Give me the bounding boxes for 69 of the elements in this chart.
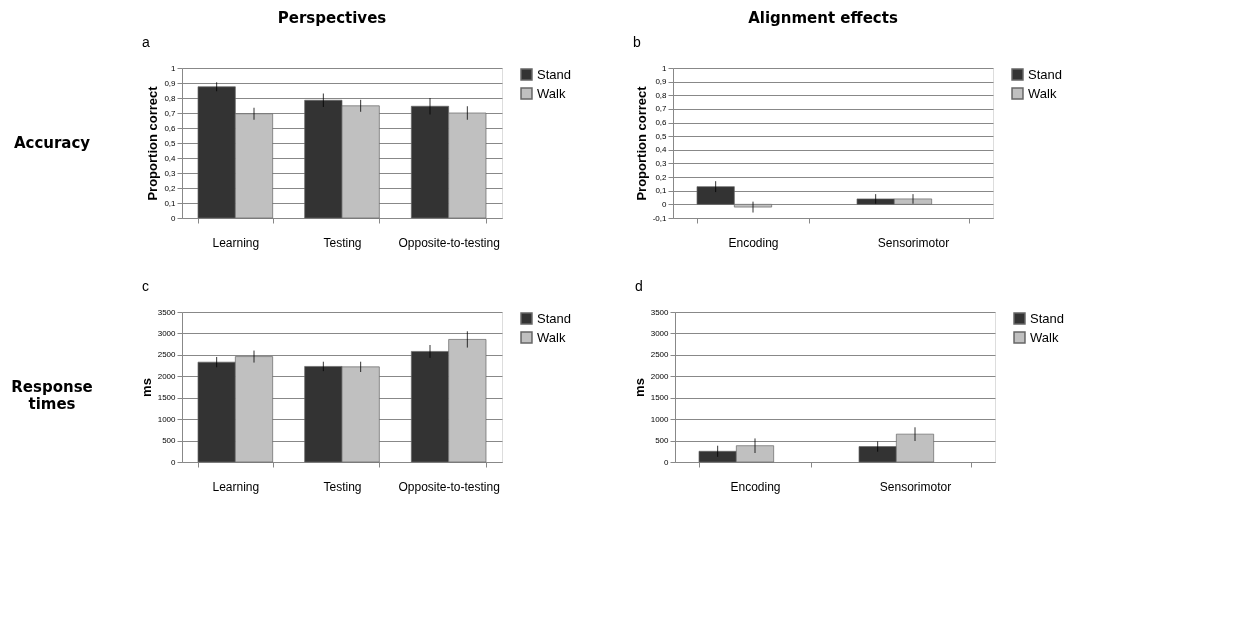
x-tick-label: Sensorimotor: [879, 479, 952, 494]
chart-title: c: [142, 278, 149, 294]
y-tick-label: 0,6: [655, 118, 668, 128]
legend-label: Stand: [1028, 66, 1062, 82]
text: Accuracy: [13, 134, 91, 152]
y-tick-label: 0: [171, 457, 177, 467]
x-tick-label: Sensorimotor: [877, 235, 950, 250]
legend-label: Walk: [537, 329, 566, 345]
y-tick-label: 0,3: [655, 158, 668, 168]
text: Alignment effects: [748, 9, 898, 27]
y-tick-label: 0,3: [164, 168, 177, 178]
y-tick-label: 2500: [650, 350, 670, 360]
y-axis-title: Proportion correct: [633, 85, 649, 201]
y-tick-label: 0: [664, 457, 670, 467]
y-tick-label: 1000: [650, 414, 670, 424]
y-tick-label: 2500: [157, 350, 177, 360]
y-tick-label: 0,5: [164, 138, 177, 148]
y-axis-title: Proportion correct: [145, 85, 161, 201]
y-tick-label: 3000: [157, 328, 177, 338]
y-axis-title: ms: [631, 378, 647, 397]
y-tick-label: 0,9: [655, 77, 668, 87]
y-tick-label: 0,9: [164, 78, 177, 88]
y-tick-label: 0,5: [655, 131, 668, 141]
y-tick-label: -0,1: [652, 213, 668, 223]
x-tick-label: Encoding: [728, 235, 779, 250]
x-tick-label: Opposite-to-testing: [398, 235, 500, 250]
y-tick-label: 0,2: [164, 183, 177, 193]
x-tick-label: Learning: [212, 235, 260, 250]
y-tick-label: 3500: [650, 307, 670, 317]
y-tick-label: 0,7: [655, 104, 668, 114]
legend-label: Stand: [537, 310, 571, 326]
y-tick-label: 500: [655, 436, 670, 446]
text: Perspectives: [277, 9, 387, 27]
chart-title: d: [635, 278, 643, 294]
y-tick-label: 0: [662, 199, 668, 209]
y-tick-label: 0,4: [655, 145, 668, 155]
y-tick-label: 2000: [650, 371, 670, 381]
x-tick-label: Opposite-to-testing: [398, 479, 500, 494]
y-tick-label: 0,1: [164, 198, 177, 208]
y-tick-label: 0: [171, 213, 177, 223]
y-tick-label: 0,2: [655, 172, 668, 182]
y-tick-label: 0,4: [164, 153, 177, 163]
legend-label: Walk: [537, 85, 566, 101]
y-tick-label: 1500: [157, 393, 177, 403]
y-tick-label: 0,6: [164, 123, 177, 133]
y-tick-label: 1: [171, 63, 177, 73]
y-tick-label: 0,7: [164, 108, 177, 118]
legend-label: Stand: [1030, 310, 1064, 326]
y-tick-label: 0,8: [655, 90, 668, 100]
x-tick-label: Encoding: [730, 479, 781, 494]
y-tick-label: 1: [662, 63, 668, 73]
chart-title: b: [633, 34, 641, 50]
x-tick-label: Testing: [323, 479, 362, 494]
legend-label: Walk: [1030, 329, 1059, 345]
x-tick-label: Testing: [323, 235, 362, 250]
y-tick-label: 3500: [157, 307, 177, 317]
x-tick-label: Learning: [212, 479, 260, 494]
y-tick-label: 3000: [650, 328, 670, 338]
y-axis-title: ms: [138, 378, 154, 397]
chart-title: a: [142, 34, 150, 50]
y-tick-label: 0,8: [164, 93, 177, 103]
y-tick-label: 1000: [157, 414, 177, 424]
legend-label: Walk: [1028, 85, 1057, 101]
y-tick-label: 500: [162, 436, 177, 446]
legend-label: Stand: [537, 66, 571, 82]
y-tick-label: 0,1: [655, 186, 668, 196]
y-tick-label: 1500: [650, 393, 670, 403]
text: Response times: [11, 378, 93, 413]
y-tick-label: 2000: [157, 371, 177, 381]
